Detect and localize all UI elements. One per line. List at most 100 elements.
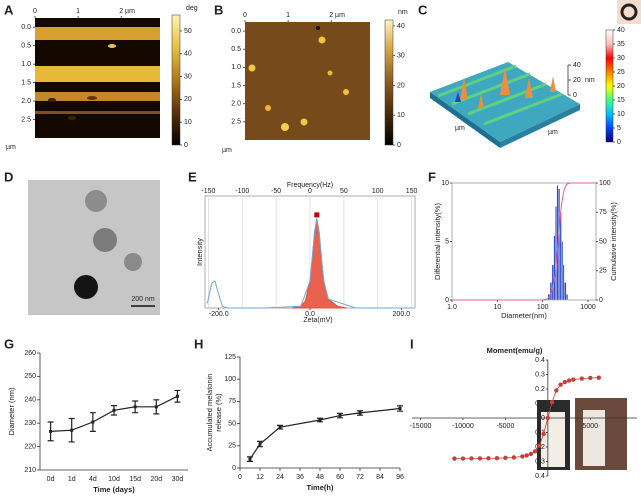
x-tick-label: -15000 bbox=[410, 423, 432, 430]
panel-label: A bbox=[4, 2, 14, 17]
y-tick-label: 0.4 bbox=[535, 473, 545, 480]
x-axis-label: Zeta(mV) bbox=[303, 317, 332, 324]
y-tick-label: 50 bbox=[228, 420, 236, 427]
colorbar-tick-label: 15 bbox=[617, 97, 625, 104]
bar bbox=[562, 264, 565, 301]
y-axis-label: Differential intensity(%) bbox=[433, 203, 442, 280]
x-tick-label: 0d bbox=[47, 476, 55, 483]
y-tick-label: 2.0 bbox=[231, 101, 241, 108]
x-tick-label: 36 bbox=[296, 474, 304, 481]
point bbox=[579, 376, 585, 381]
colorbar-label: deg bbox=[186, 5, 198, 12]
marker bbox=[91, 420, 95, 424]
y-unit-label: µm bbox=[6, 144, 16, 151]
point bbox=[537, 443, 542, 448]
y-tick-label: 100 bbox=[599, 180, 611, 187]
colorbar-tick-label: 30 bbox=[617, 55, 625, 62]
x-tick-label: 84 bbox=[376, 474, 384, 481]
point bbox=[486, 456, 491, 461]
z-tick-label: 40 bbox=[573, 62, 581, 69]
point bbox=[596, 375, 601, 380]
x-axis-label: µm bbox=[455, 125, 465, 132]
z-tick-label: 0 bbox=[573, 92, 577, 99]
bar bbox=[559, 212, 562, 301]
x-tick-label: 5000 bbox=[583, 423, 599, 430]
x-tick-label: 2 µm bbox=[119, 8, 135, 15]
y2-axis-label: Cumulative intensity(%) bbox=[609, 202, 618, 281]
tem-image bbox=[28, 180, 160, 315]
y-tick-label: 125 bbox=[224, 354, 236, 361]
corner-icon bbox=[617, 0, 641, 24]
y-tick-label: 0 bbox=[232, 465, 236, 472]
x-axis-label: Diameter(nm) bbox=[501, 311, 547, 320]
y-tick-label: 0.1 bbox=[535, 400, 545, 407]
x2-tick-label: 150 bbox=[406, 188, 418, 195]
panel-label: H bbox=[194, 336, 203, 351]
colorbar-tick-label: 20 bbox=[617, 83, 625, 90]
y-tick-label: 240 bbox=[24, 397, 36, 404]
panel-label: C bbox=[418, 2, 428, 17]
point bbox=[494, 455, 500, 461]
colorbar-tick-label: 0 bbox=[184, 142, 188, 149]
y-tick-label: 2.5 bbox=[21, 116, 31, 123]
x-tick-label: -5000 bbox=[496, 423, 514, 430]
marker bbox=[278, 425, 282, 429]
y-tick-label: 25 bbox=[599, 268, 607, 275]
x-tick-label: 200.0 bbox=[393, 311, 411, 318]
x2-tick-label: -50 bbox=[271, 188, 281, 195]
x-tick-label: 10 bbox=[493, 304, 501, 311]
point bbox=[511, 455, 517, 460]
y-tick-label: 230 bbox=[24, 420, 36, 427]
z-axis-label: nm bbox=[585, 77, 595, 84]
panel-label: E bbox=[188, 169, 197, 184]
marker bbox=[338, 414, 342, 418]
point bbox=[566, 378, 572, 383]
point bbox=[588, 375, 593, 381]
x-tick-label: 100 bbox=[537, 304, 549, 311]
x-tick-label: 0 bbox=[238, 474, 242, 481]
x-tick-label: 24 bbox=[276, 474, 284, 481]
y-tick-label: 0 bbox=[445, 297, 449, 304]
cumulative-line bbox=[452, 182, 596, 301]
y-tick-label: 1.5 bbox=[231, 82, 241, 89]
marker bbox=[398, 407, 402, 411]
point bbox=[571, 377, 576, 382]
x-tick-label: 1.0 bbox=[447, 304, 457, 311]
y-tick-label: 220 bbox=[24, 443, 36, 450]
marker bbox=[133, 405, 137, 409]
colorbar-tick-label: 10 bbox=[617, 111, 625, 118]
colorbar-label: nm bbox=[398, 9, 408, 16]
y-tick-label: 0.0 bbox=[21, 24, 31, 31]
marker bbox=[154, 405, 158, 409]
x-axis-label: Time (days) bbox=[93, 485, 135, 494]
y-axis-label: release (%) bbox=[214, 393, 223, 432]
colorbar-tick-label: 35 bbox=[617, 41, 625, 48]
marker bbox=[70, 428, 74, 432]
x-tick-label: 20d bbox=[150, 476, 162, 483]
y-tick-label: 75 bbox=[228, 398, 236, 405]
colorbar-tick-label: 0 bbox=[397, 142, 401, 149]
y-tick-label: 0.4 bbox=[535, 357, 545, 364]
chart-title: Moment(emu/g) bbox=[487, 346, 543, 355]
x-tick-label: 30d bbox=[172, 476, 184, 483]
x-tick-label: 4d bbox=[89, 476, 97, 483]
y-unit-label: µm bbox=[222, 147, 232, 154]
x-tick-label: 0 bbox=[243, 12, 247, 19]
x-tick-label: 1 bbox=[286, 12, 290, 19]
x-tick-label: 48 bbox=[316, 474, 324, 481]
point bbox=[460, 456, 466, 461]
x-tick-label: 2 µm bbox=[329, 12, 345, 19]
bar bbox=[555, 206, 557, 301]
point bbox=[469, 456, 474, 461]
x-tick-label: -200.0 bbox=[209, 311, 229, 318]
marker bbox=[358, 411, 362, 415]
colorbar-tick-label: 25 bbox=[617, 69, 625, 76]
x-axis-label: Time(h) bbox=[307, 483, 334, 492]
panel-label: B bbox=[214, 2, 223, 17]
bar bbox=[553, 235, 556, 301]
afm-height-image bbox=[245, 22, 370, 140]
x2-axis-label: Frequency(Hz) bbox=[287, 182, 333, 189]
y-tick-label: 260 bbox=[24, 350, 36, 357]
panel-label: I bbox=[410, 336, 414, 351]
